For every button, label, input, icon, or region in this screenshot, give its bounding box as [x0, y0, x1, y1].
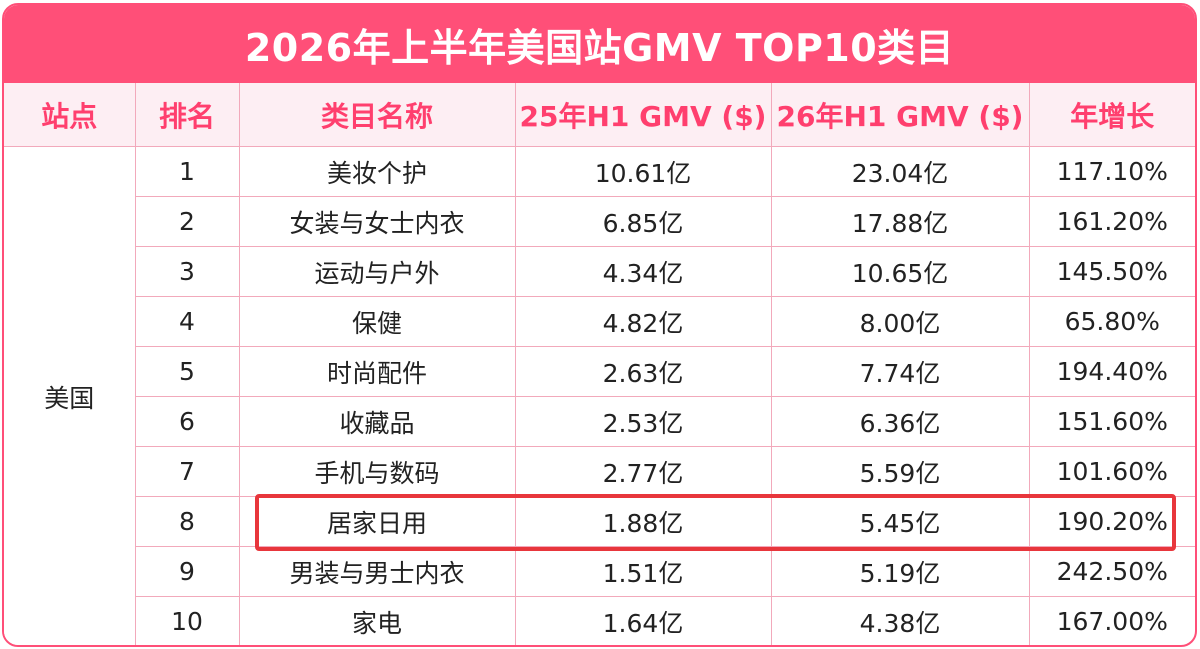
gmv26-cell: 4.38亿	[770, 596, 1030, 645]
gmv25-cell: 4.34亿	[514, 246, 772, 297]
rank-cell: 2	[135, 196, 240, 247]
header-growth: 年增长	[1028, 83, 1195, 147]
growth-cell: 151.60%	[1028, 396, 1195, 447]
header-category: 类目名称	[238, 83, 516, 147]
growth-cell: 145.50%	[1028, 246, 1195, 297]
growth-cell: 167.00%	[1028, 596, 1195, 645]
category-cell: 居家日用	[238, 496, 516, 547]
gmv25-cell: 2.63亿	[514, 346, 772, 397]
category-cell: 家电	[238, 596, 516, 645]
gmv26-cell: 5.45亿	[770, 496, 1030, 547]
growth-cell: 101.60%	[1028, 446, 1195, 497]
gmv26-cell: 23.04亿	[770, 146, 1030, 197]
gmv26-cell: 5.19亿	[770, 546, 1030, 597]
category-cell: 保健	[238, 296, 516, 347]
header-rank: 排名	[134, 83, 240, 147]
category-cell: 男装与男士内衣	[238, 546, 516, 597]
gmv-table: 站点 排名 类目名称 25年H1 GMV ($) 26年H1 GMV ($) 年…	[4, 83, 1195, 645]
gmv25-cell: 10.61亿	[514, 146, 772, 197]
table-row: 7 手机与数码 2.77亿 5.59亿 101.60%	[4, 446, 1195, 497]
category-cell: 时尚配件	[238, 346, 516, 397]
table-row: 5 时尚配件 2.63亿 7.74亿 194.40%	[4, 346, 1195, 397]
growth-cell: 242.50%	[1028, 546, 1195, 597]
header-row: 站点 排名 类目名称 25年H1 GMV ($) 26年H1 GMV ($) 年…	[4, 83, 1195, 147]
growth-cell: 117.10%	[1028, 146, 1195, 197]
table-row: 3 运动与户外 4.34亿 10.65亿 145.50%	[4, 246, 1195, 297]
rank-cell: 1	[134, 146, 240, 197]
table-row: 8 居家日用 1.88亿 5.45亿 190.20%	[4, 496, 1195, 547]
gmv26-cell: 6.36亿	[770, 396, 1030, 447]
rank-cell: 6	[135, 396, 240, 447]
growth-cell: 161.20%	[1028, 196, 1195, 247]
category-cell: 女装与女士内衣	[238, 196, 516, 247]
header-gmv26: 26年H1 GMV ($)	[770, 83, 1030, 147]
gmv25-cell: 1.51亿	[514, 546, 772, 597]
gmv26-cell: 10.65亿	[770, 246, 1030, 297]
gmv25-cell: 1.88亿	[514, 496, 772, 547]
category-cell: 美妆个护	[238, 146, 516, 197]
rank-cell: 10	[135, 596, 240, 645]
rank-cell: 7	[135, 446, 240, 497]
category-cell: 收藏品	[238, 396, 516, 447]
gmv26-cell: 5.59亿	[770, 446, 1030, 497]
rank-cell: 4	[135, 296, 240, 347]
header-gmv25: 25年H1 GMV ($)	[514, 83, 772, 147]
growth-cell: 190.20%	[1028, 496, 1195, 547]
table-title: 2026年上半年美国站GMV TOP10类目	[4, 5, 1195, 83]
table-row: 美国 1 美妆个护 10.61亿 23.04亿 117.10%	[4, 146, 1195, 645]
gmv26-cell: 7.74亿	[770, 346, 1030, 397]
gmv25-cell: 4.82亿	[514, 296, 772, 347]
table-row: 4 保健 4.82亿 8.00亿 65.80%	[4, 296, 1195, 347]
growth-cell: 194.40%	[1028, 346, 1195, 397]
table-body: 美国 1 美妆个护 10.61亿 23.04亿 117.10% 2 女装与女士内衣 6.85亿 1…	[4, 146, 1195, 645]
gmv25-cell: 1.64亿	[514, 596, 772, 645]
table-row: 9 男装与男士内衣 1.51亿 5.19亿 242.50%	[4, 546, 1195, 597]
site-cell: 美国	[4, 146, 136, 645]
rank-cell: 5	[135, 346, 240, 397]
header-site: 站点	[4, 83, 136, 147]
table-row: 2 女装与女士内衣 6.85亿 17.88亿 161.20%	[4, 196, 1195, 247]
growth-cell: 65.80%	[1028, 296, 1195, 347]
table-row: 10 家电 1.64亿 4.38亿 167.00%	[4, 596, 1195, 645]
gmv25-cell: 6.85亿	[514, 196, 772, 247]
gmv25-cell: 2.53亿	[514, 396, 772, 447]
gmv26-cell: 17.88亿	[770, 196, 1030, 247]
table-row: 6 收藏品 2.53亿 6.36亿 151.60%	[4, 396, 1195, 447]
category-cell: 手机与数码	[238, 446, 516, 497]
gmv-table-card: 2026年上半年美国站GMV TOP10类目 站点 排名 类目名称 25年H1 …	[2, 3, 1197, 647]
category-cell: 运动与户外	[238, 246, 516, 297]
rank-cell: 9	[135, 546, 240, 597]
gmv26-cell: 8.00亿	[770, 296, 1030, 347]
rank-cell: 8	[135, 496, 240, 547]
gmv25-cell: 2.77亿	[514, 446, 772, 497]
rank-cell: 3	[135, 246, 240, 297]
